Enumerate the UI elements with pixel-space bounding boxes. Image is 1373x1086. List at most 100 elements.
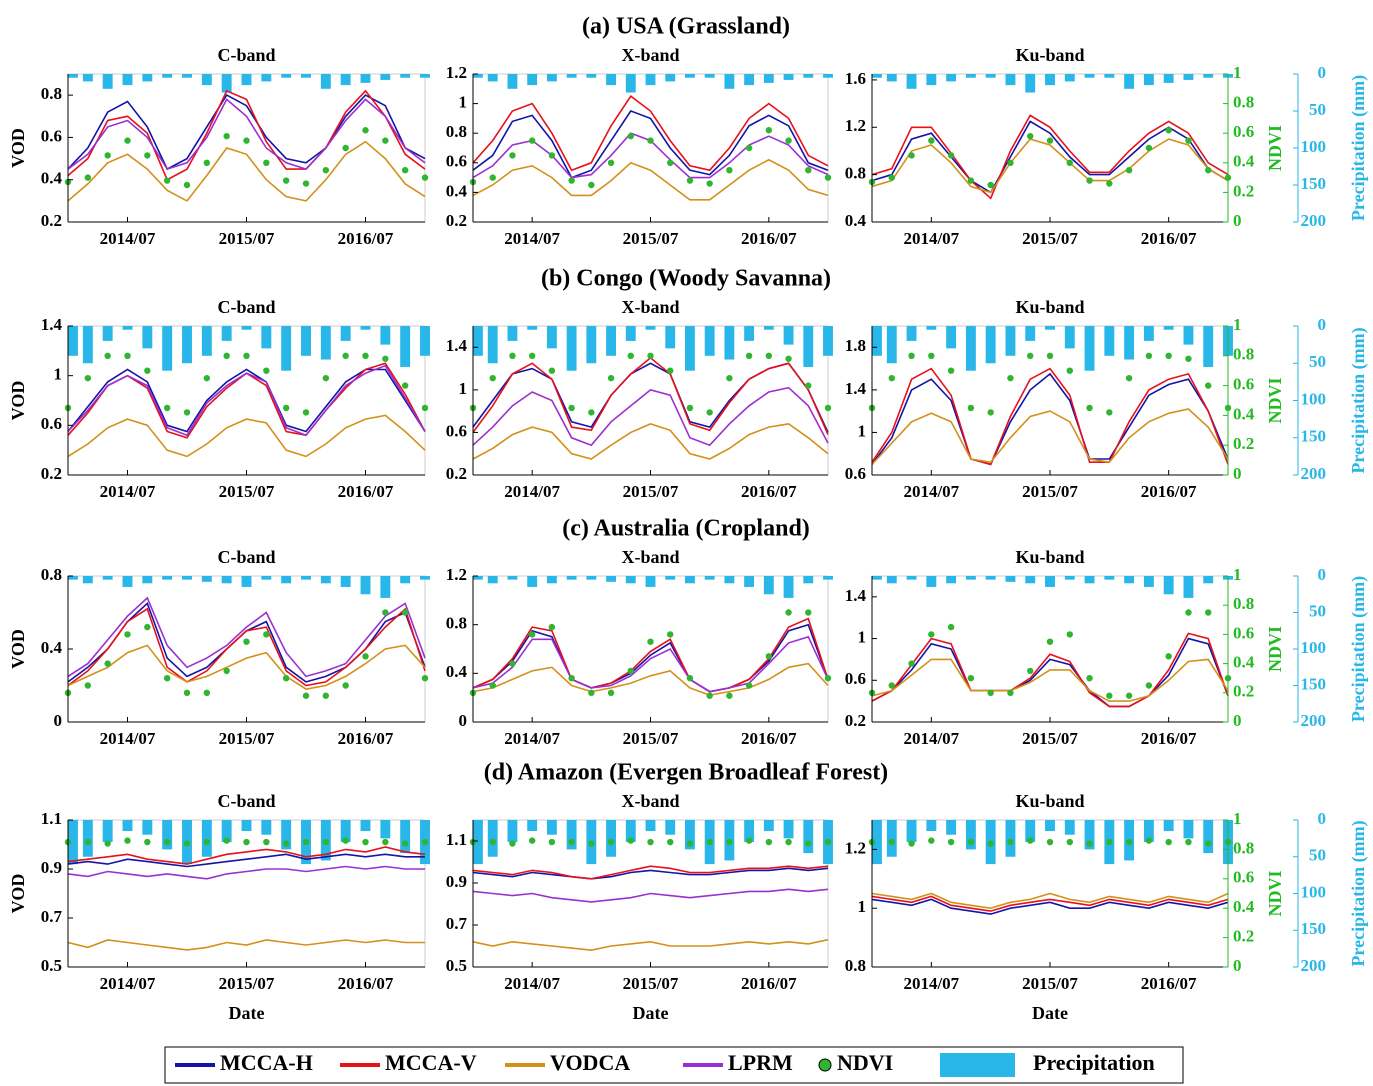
vod-line: [871, 637, 1229, 708]
precip-bar: [340, 74, 351, 86]
y-tick-label: 0: [54, 711, 63, 730]
vod-line: [472, 865, 829, 880]
ndvi-tick-label: 1: [1233, 63, 1242, 82]
precip-bar: [645, 74, 656, 86]
ndvi-dot: [124, 631, 131, 638]
ndvi-dot: [987, 409, 994, 416]
precip-bar: [201, 576, 212, 582]
ndvi-dot: [908, 152, 915, 159]
ndvi-dot: [947, 623, 955, 631]
ndvi-dot: [163, 838, 171, 846]
ndvi-dot: [627, 837, 634, 844]
ndvi-dot: [588, 409, 595, 416]
precip-bar: [487, 74, 498, 82]
precip-bar: [665, 326, 676, 349]
y-tick-label: 0.8: [446, 614, 467, 633]
ndvi-dot: [183, 409, 191, 416]
ndvi-dot: [1046, 352, 1054, 359]
ndvi-dot: [104, 152, 111, 159]
precip-bar: [1025, 74, 1036, 93]
precip-bar: [1104, 326, 1115, 356]
ndvi-tick-label: 0: [1233, 956, 1242, 975]
ndvi-dot: [183, 181, 191, 189]
ndvi-dot: [745, 837, 753, 844]
precip-bar: [965, 820, 976, 850]
precip-bar: [1045, 326, 1055, 330]
ndvi-dot: [785, 355, 792, 362]
precip-bar: [507, 820, 518, 843]
ndvi-dot: [1066, 159, 1073, 166]
plot-area: [871, 575, 1229, 723]
precip-bar: [946, 576, 957, 584]
x-tick-label: 2015/07: [1022, 482, 1078, 501]
precip-bar: [685, 326, 695, 371]
precip-bar: [1005, 326, 1016, 356]
ndvi-dot: [1125, 167, 1133, 174]
precip-bar: [420, 326, 430, 356]
ndvi-dot: [1145, 682, 1153, 689]
x-tick-label: 2015/07: [219, 482, 275, 501]
ndvi-dot: [908, 352, 915, 359]
precip-bar: [744, 74, 755, 86]
precip-bar: [122, 74, 133, 86]
y-tick-label: 1: [54, 365, 63, 384]
ndvi-dot: [1185, 838, 1192, 846]
ndvi-dot: [987, 689, 994, 696]
x-tick-label: 2014/07: [100, 974, 156, 993]
precip-bar: [340, 326, 351, 341]
panel-title: X-band: [621, 297, 679, 317]
precip-bar: [803, 326, 814, 367]
precip-bar: [625, 820, 636, 843]
ndvi-tick-label: 1: [1233, 565, 1242, 584]
y-tick-label: 0.7: [446, 914, 468, 933]
plot-area: [472, 575, 829, 723]
ndvi-tick-label: 0.6: [1233, 375, 1254, 394]
precip-bar: [704, 576, 715, 580]
ndvi-tick-label: 0.8: [1233, 838, 1254, 857]
precip-bar: [823, 74, 833, 78]
legend-label: VODCA: [550, 1050, 630, 1075]
precip-bar: [473, 326, 483, 356]
ndvi-tick-label: 0.2: [1233, 434, 1254, 453]
precip-bar: [803, 820, 814, 854]
precip-bar: [320, 74, 331, 89]
precip-tick-label: 200: [1301, 464, 1327, 483]
precip-bar: [82, 576, 93, 584]
ndvi-dot: [765, 838, 773, 846]
ndvi-dot: [607, 374, 615, 382]
ndvi-dot: [1027, 667, 1034, 675]
precip-bar: [763, 326, 774, 330]
ndvi-dot: [322, 167, 330, 174]
ndvi-dot: [282, 675, 290, 682]
y-tick-label: 0.2: [446, 211, 467, 230]
precip-bar: [1025, 326, 1036, 341]
precip-bar: [201, 74, 212, 86]
vod-line: [871, 898, 1229, 915]
y-tick-label: 0.4: [446, 181, 468, 200]
precip-bar: [102, 74, 113, 89]
ndvi-dot: [104, 352, 111, 359]
ndvi-dot: [647, 838, 654, 846]
precip-bar: [281, 576, 292, 584]
precip-tick-label: 100: [1301, 389, 1327, 408]
precip-bar: [886, 820, 897, 857]
precip-bar: [507, 326, 518, 341]
ndvi-dot: [302, 692, 310, 699]
x-tick-label: 2014/07: [504, 482, 560, 501]
precip-bar: [886, 326, 897, 364]
panel-title: Ku-band: [1015, 297, 1084, 317]
ndvi-dot: [342, 682, 349, 689]
ndvi-dot: [928, 137, 935, 144]
precip-bar: [906, 74, 917, 89]
precip-bar: [872, 326, 882, 356]
ndvi-dot: [1066, 631, 1073, 638]
precip-bar: [68, 576, 78, 580]
precip-bar: [400, 74, 411, 78]
ndvi-dot: [342, 352, 349, 359]
precip-bar: [704, 74, 715, 78]
ndvi-dot: [1205, 840, 1212, 847]
precip-bar: [625, 326, 636, 341]
ndvi-dot: [568, 404, 575, 412]
ndvi-dot: [144, 367, 151, 374]
ndvi-dot: [706, 692, 713, 699]
